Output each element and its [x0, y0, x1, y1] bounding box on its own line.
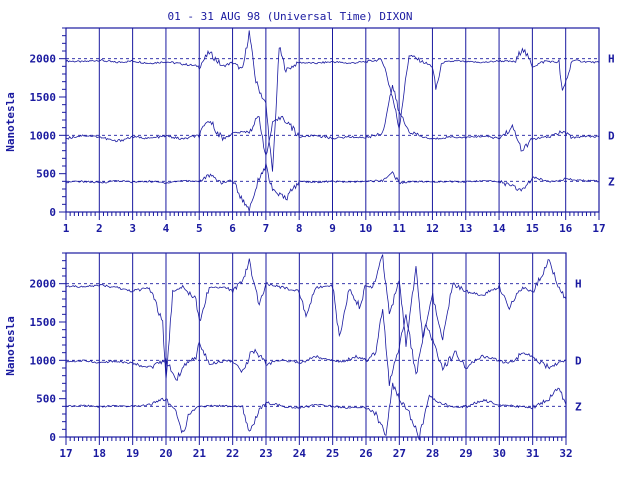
x-tick-label: 10: [359, 222, 372, 235]
x-tick-label: 29: [459, 447, 472, 460]
series-label-d: D: [608, 129, 615, 142]
y-tick-label: 0: [49, 206, 56, 219]
x-tick-label: 2: [96, 222, 103, 235]
y-axis-label-top: Nanotesla: [4, 92, 17, 152]
series-trace-h: [65, 30, 600, 172]
x-tick-label: 25: [326, 447, 339, 460]
x-tick-label: 3: [129, 222, 136, 235]
series-label-h: H: [575, 278, 582, 291]
panel-bottom: 17 18 19 20 21 22 23 24 25 26 27 28 29 30 31 32 0 500 1000…: [30, 252, 582, 460]
y-tick-label: 0: [49, 431, 56, 444]
y-tick-label: 1000: [30, 129, 57, 142]
x-tick-label: 22: [226, 447, 239, 460]
chart-title: 01 - 31 AUG 98 (Universal Time) DIXON: [167, 10, 412, 23]
plot-frame: [65, 252, 567, 438]
x-tick-label: 9: [329, 222, 336, 235]
series-trace-d: [65, 309, 567, 387]
x-tick-label: 1: [63, 222, 70, 235]
y-tick-label: 1000: [30, 354, 57, 367]
x-tick-label: 18: [93, 447, 106, 460]
x-tick-label: 20: [159, 447, 172, 460]
x-tick-label: 28: [426, 447, 439, 460]
x-tick-label: 8: [296, 222, 303, 235]
x-tick-label: 24: [293, 447, 307, 460]
y-axis-label-bottom: Nanotesla: [4, 316, 17, 376]
x-tick-label: 32: [559, 447, 572, 460]
x-tick-label: 6: [229, 222, 236, 235]
series-label-z: Z: [575, 400, 582, 413]
series-trace-z: [65, 163, 600, 212]
x-tick-label: 21: [193, 447, 207, 460]
x-tick-label: 17: [592, 222, 605, 235]
x-tick-label: 31: [526, 447, 540, 460]
x-tick-label: 11: [393, 222, 407, 235]
x-tick-label: 17: [59, 447, 72, 460]
series-label-d: D: [575, 354, 582, 367]
y-tick-label: 1500: [30, 316, 57, 329]
x-tick-label: 5: [196, 222, 203, 235]
x-tick-label: 15: [526, 222, 539, 235]
x-tick-label: 27: [393, 447, 406, 460]
series-trace-z: [65, 382, 567, 441]
x-tick-label: 13: [459, 222, 472, 235]
y-tick-label: 2000: [30, 53, 57, 66]
y-tick-label: 500: [36, 393, 56, 406]
y-tick-label: 2000: [30, 278, 57, 291]
series-trace-d: [65, 85, 600, 157]
x-tick-label: 19: [126, 447, 139, 460]
x-tick-label: 4: [163, 222, 170, 235]
x-tick-label: 26: [359, 447, 373, 460]
x-tick-label: 30: [493, 447, 506, 460]
series-label-z: Z: [608, 175, 615, 188]
x-tick-label: 12: [426, 222, 439, 235]
series-trace-h: [65, 254, 567, 381]
x-tick-label: 14: [492, 222, 506, 235]
panel-top: 1 2 3 4 5 6 7 8 9 10 11 12 13 14 15 16 17050010001500200…: [30, 27, 615, 235]
x-tick-label: 16: [559, 222, 573, 235]
x-tick-label: 23: [259, 447, 272, 460]
y-tick-label: 1500: [30, 91, 57, 104]
series-label-h: H: [608, 53, 615, 66]
y-tick-label: 500: [36, 168, 56, 181]
x-tick-label: 7: [263, 222, 270, 235]
